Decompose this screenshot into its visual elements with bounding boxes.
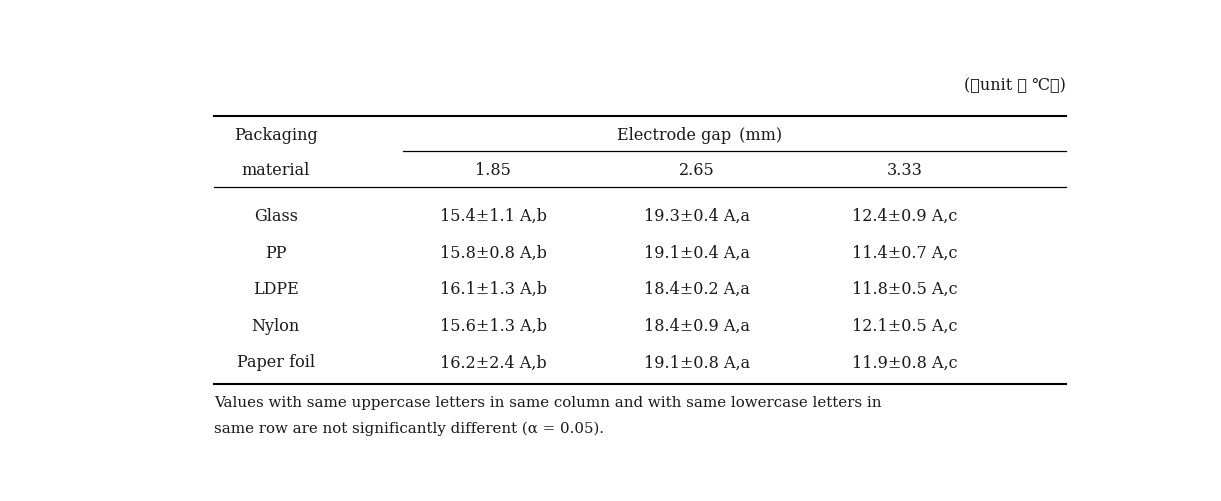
Text: 19.1±0.8 A,a: 19.1±0.8 A,a [643,354,750,371]
Text: 12.4±0.9 A,c: 12.4±0.9 A,c [852,208,957,225]
Text: 15.4±1.1 A,b: 15.4±1.1 A,b [440,208,547,225]
Text: 11.8±0.5 A,c: 11.8±0.5 A,c [852,281,957,298]
Text: Nylon: Nylon [252,318,300,335]
Text: Packaging: Packaging [233,127,317,144]
Text: Glass: Glass [254,208,298,225]
Text: (　unit ： ℃　): ( unit ： ℃ ) [963,78,1066,95]
Text: 11.4±0.7 A,c: 11.4±0.7 A,c [852,244,957,262]
Text: 1.85: 1.85 [475,161,512,178]
Text: Values with same uppercase letters in same column and with same lowercase letter: Values with same uppercase letters in sa… [214,396,882,410]
Text: same row are not significantly different (α = 0.05).: same row are not significantly different… [214,421,604,436]
Text: 12.1±0.5 A,c: 12.1±0.5 A,c [852,318,957,335]
Text: 15.8±0.8 A,b: 15.8±0.8 A,b [440,244,547,262]
Text: 2.65: 2.65 [679,161,714,178]
Text: 16.2±2.4 A,b: 16.2±2.4 A,b [440,354,547,371]
Text: 15.6±1.3 A,b: 15.6±1.3 A,b [440,318,547,335]
Text: 19.3±0.4 A,a: 19.3±0.4 A,a [643,208,750,225]
Text: PP: PP [265,244,287,262]
Text: Electrode gap (mm): Electrode gap (mm) [617,127,781,144]
Text: 11.9±0.8 A,c: 11.9±0.8 A,c [852,354,957,371]
Text: 19.1±0.4 A,a: 19.1±0.4 A,a [643,244,750,262]
Text: 18.4±0.9 A,a: 18.4±0.9 A,a [643,318,750,335]
Text: 16.1±1.3 A,b: 16.1±1.3 A,b [440,281,547,298]
Text: 3.33: 3.33 [886,161,923,178]
Text: Paper foil: Paper foil [237,354,315,371]
Text: 18.4±0.2 A,a: 18.4±0.2 A,a [643,281,750,298]
Text: LDPE: LDPE [253,281,298,298]
Text: material: material [242,161,310,178]
